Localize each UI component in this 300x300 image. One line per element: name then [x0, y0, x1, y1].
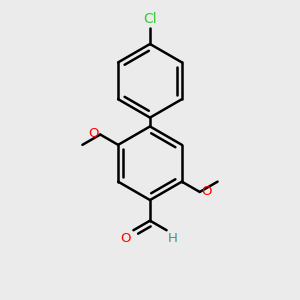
Text: O: O [201, 185, 212, 198]
Text: O: O [120, 232, 130, 245]
Text: H: H [168, 232, 178, 245]
Text: O: O [88, 128, 99, 140]
Text: Cl: Cl [143, 12, 157, 26]
